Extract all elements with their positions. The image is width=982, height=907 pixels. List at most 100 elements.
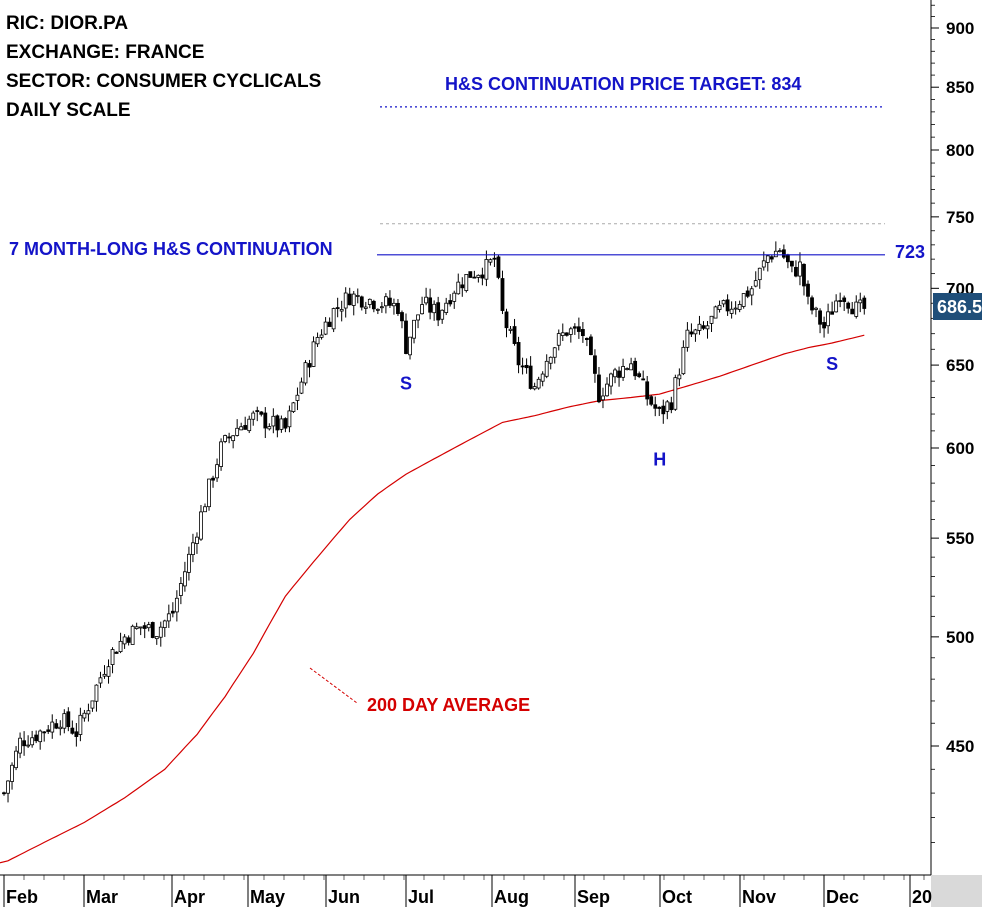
candle <box>862 295 867 315</box>
candle <box>701 321 706 331</box>
candle <box>327 317 332 327</box>
candle <box>315 332 320 347</box>
candle <box>721 299 726 308</box>
candle <box>496 254 501 280</box>
candle <box>854 295 859 319</box>
candle <box>564 332 569 337</box>
candle <box>371 299 376 313</box>
candle <box>110 647 115 674</box>
candle <box>86 703 91 722</box>
candle <box>408 336 412 360</box>
candle <box>319 329 324 340</box>
candle <box>452 290 457 309</box>
candle <box>18 732 22 759</box>
candle <box>375 308 380 315</box>
candle <box>548 356 553 370</box>
x-tick-label: Dec <box>826 887 859 907</box>
x-tick-label: Oct <box>662 887 692 907</box>
candle <box>335 297 340 318</box>
candle <box>749 285 754 306</box>
candle <box>818 308 822 334</box>
candle <box>219 438 223 471</box>
candle <box>392 298 396 315</box>
candle <box>420 296 424 315</box>
candle <box>251 410 256 426</box>
candle <box>661 399 666 424</box>
candle <box>777 248 782 253</box>
candle <box>359 295 364 311</box>
candle <box>122 634 127 649</box>
x-tick-label: Mar <box>86 887 118 907</box>
candle <box>589 334 593 356</box>
candle <box>617 366 621 387</box>
candle <box>14 746 18 771</box>
candle <box>331 307 336 333</box>
candle <box>267 423 272 431</box>
candle <box>383 293 388 314</box>
ma-label-leader <box>309 667 358 704</box>
candle <box>38 729 43 750</box>
y-tick-label: 600 <box>946 439 974 458</box>
candle <box>283 417 288 433</box>
candle <box>102 665 107 679</box>
candle <box>858 292 863 313</box>
candle <box>585 337 589 347</box>
candle <box>412 319 416 344</box>
candle <box>74 723 79 747</box>
candle <box>601 387 605 409</box>
candle <box>673 374 678 411</box>
exchange-text: EXCHANGE: FRANCE <box>6 42 204 63</box>
candle <box>769 254 774 263</box>
candle <box>625 367 629 371</box>
candle <box>460 277 465 297</box>
y-tick-label: 500 <box>946 628 974 647</box>
candle <box>2 791 6 796</box>
candle <box>400 310 404 329</box>
candle <box>287 405 292 433</box>
candle <box>520 357 525 375</box>
candle <box>58 720 63 736</box>
candle <box>114 651 119 654</box>
candle <box>484 250 489 287</box>
candle <box>432 300 437 321</box>
candle <box>806 280 810 305</box>
candle <box>838 292 843 308</box>
candle <box>645 375 650 406</box>
price-target-label: H&S CONTINUATION PRICE TARGET: 834 <box>445 74 801 94</box>
candle <box>203 503 207 513</box>
candle <box>677 368 682 387</box>
candle <box>66 707 71 732</box>
x-tick-label: Apr <box>174 887 205 907</box>
candle <box>516 336 521 374</box>
x-tick-label: Feb <box>6 887 38 907</box>
candle <box>693 328 698 342</box>
candle <box>576 317 581 339</box>
candle <box>379 302 384 313</box>
y-tick-label: 650 <box>946 356 974 375</box>
ma-200-line <box>0 334 865 864</box>
candle <box>291 401 296 414</box>
candle <box>597 366 601 404</box>
candle <box>223 434 228 444</box>
candle <box>846 301 851 314</box>
candle <box>215 458 219 482</box>
candle <box>46 725 51 734</box>
candle <box>713 305 718 319</box>
candle <box>126 635 131 646</box>
candle <box>247 415 252 434</box>
pattern-label: S <box>400 373 412 393</box>
candle <box>191 533 195 563</box>
candle <box>178 577 183 605</box>
pattern-label: S <box>826 354 838 374</box>
candle <box>556 329 561 351</box>
candle <box>388 290 392 309</box>
candle <box>834 294 839 313</box>
candle <box>830 301 835 315</box>
candle <box>480 267 485 286</box>
candle <box>504 308 509 338</box>
candle <box>560 323 565 342</box>
candle <box>790 260 794 273</box>
candle <box>396 299 400 316</box>
candle <box>572 323 577 335</box>
ma-label: 200 DAY AVERAGE <box>367 695 530 715</box>
